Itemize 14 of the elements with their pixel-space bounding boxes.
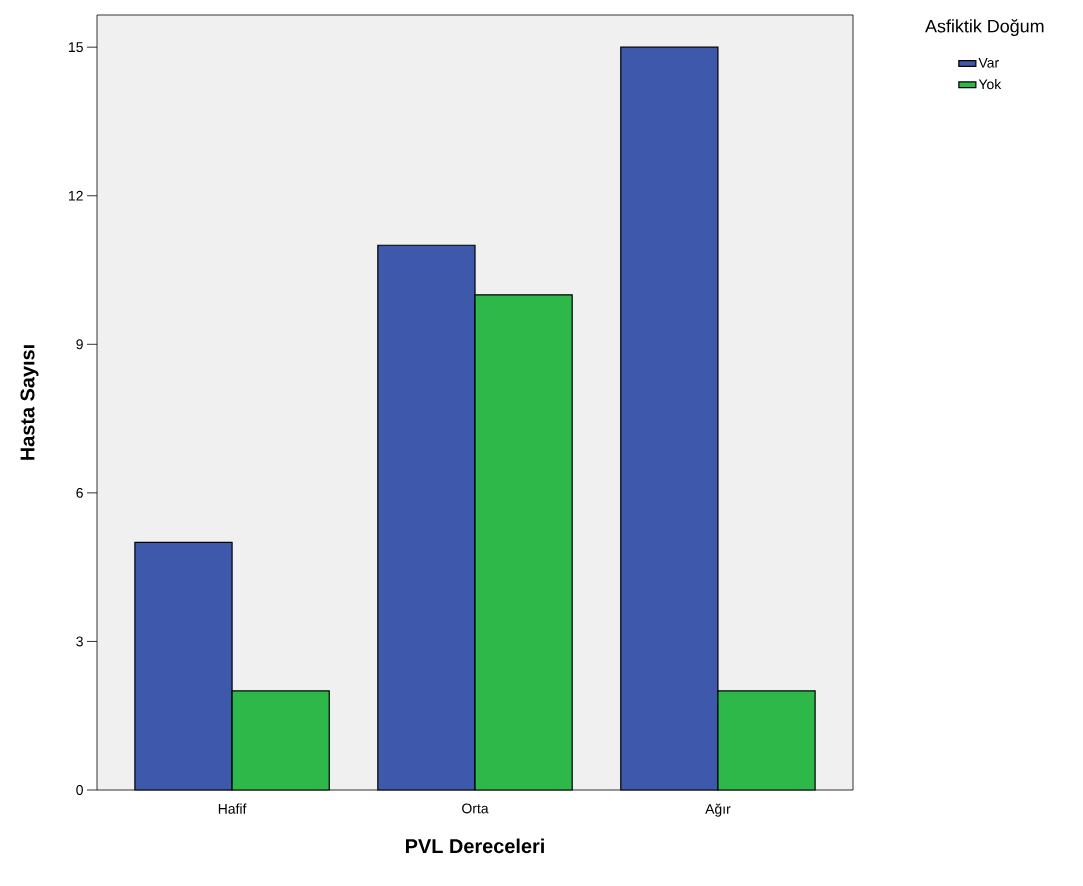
y-tick-label: 9 bbox=[76, 339, 83, 350]
y-tick-label: 3 bbox=[76, 636, 83, 647]
y-tick-label: 15 bbox=[69, 42, 83, 53]
y-tick-label: 0 bbox=[76, 785, 83, 795]
legend-label: Var bbox=[978, 57, 999, 68]
y-tick-label: 6 bbox=[76, 487, 83, 498]
x-tick-label: Hafif bbox=[218, 803, 247, 814]
legend-title: Asfiktik Doğum bbox=[925, 19, 1044, 37]
legend-label: Yok bbox=[978, 79, 1002, 90]
x-axis-title: PVL Dereceleri bbox=[406, 838, 544, 854]
x-tick-label: Ağır bbox=[705, 803, 731, 817]
x-tick-label: Orta bbox=[462, 803, 489, 814]
y-tick-label: 12 bbox=[69, 190, 83, 201]
y-axis-title: Hasta Sayısı bbox=[20, 345, 39, 460]
